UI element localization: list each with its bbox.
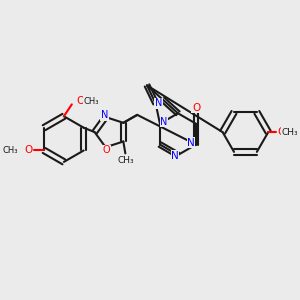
Text: CH₃: CH₃ <box>282 128 298 136</box>
Text: N: N <box>101 110 108 120</box>
Text: N: N <box>171 151 179 161</box>
Text: N: N <box>155 98 162 108</box>
Text: O: O <box>103 145 110 155</box>
Text: N: N <box>160 117 168 127</box>
Text: CH₃: CH₃ <box>117 156 134 165</box>
Text: O: O <box>76 96 85 106</box>
Text: CH₃: CH₃ <box>84 97 99 106</box>
Text: CH₃: CH₃ <box>3 146 18 155</box>
Text: O: O <box>277 127 285 137</box>
Text: N: N <box>187 138 195 148</box>
Text: O: O <box>192 103 200 113</box>
Text: O: O <box>24 146 32 155</box>
